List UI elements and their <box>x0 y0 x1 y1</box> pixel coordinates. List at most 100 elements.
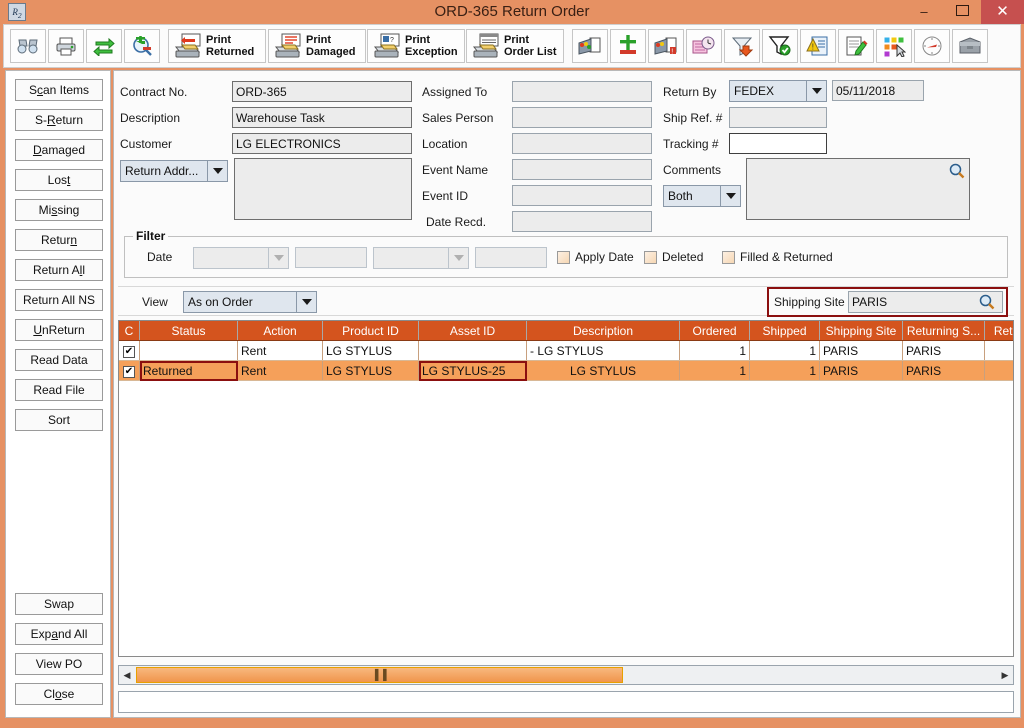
sidebar-item-missing[interactable]: Missing <box>15 199 103 221</box>
table-row[interactable]: ✔ Rent LG STYLUS - LG STYLUS 1 1 PARIS P… <box>119 340 1013 361</box>
history-button[interactable] <box>686 29 722 63</box>
comments-textarea[interactable] <box>746 158 970 220</box>
close-window-button[interactable]: ✕ <box>981 0 1024 24</box>
col-asset-id[interactable]: Asset ID <box>418 321 527 341</box>
sidebar-item-read-file[interactable]: Read File <box>15 379 103 401</box>
customer-field[interactable]: LG ELECTRONICS <box>232 133 412 154</box>
scrollbar-thumb[interactable]: ▐▐ <box>136 667 623 683</box>
chevron-down-icon[interactable] <box>296 292 316 312</box>
archive-button[interactable] <box>952 29 988 63</box>
filter-date-from-field[interactable] <box>295 247 367 268</box>
col-product-id[interactable]: Product ID <box>322 321 419 341</box>
print-returned-icon <box>174 33 201 58</box>
date-recd-field[interactable] <box>512 211 652 232</box>
apply-date-checkbox[interactable] <box>557 251 570 264</box>
sales-person-label: Sales Person <box>422 111 494 125</box>
col-ordered[interactable]: Ordered <box>679 321 750 341</box>
tracking-field[interactable] <box>729 133 827 154</box>
filter-date-from-combo[interactable] <box>193 247 289 269</box>
return-addr-combo[interactable]: Return Addr... <box>120 160 228 182</box>
sidebar-item-return[interactable]: Return <box>15 229 103 251</box>
col-returned[interactable]: Returned <box>984 321 1013 341</box>
row-checkbox[interactable]: ✔ <box>123 366 135 378</box>
ship-ref-field[interactable] <box>729 107 827 128</box>
refresh-button[interactable] <box>86 29 122 63</box>
assigned-to-field[interactable] <box>512 81 652 102</box>
chevron-down-icon[interactable] <box>207 161 227 181</box>
grid-horizontal-scrollbar[interactable]: ◀ ▶ ▐▐ <box>118 665 1014 685</box>
row-checkbox[interactable]: ✔ <box>123 346 135 358</box>
zoom-add-remove-button[interactable] <box>124 29 160 63</box>
sidebar-item-return-all[interactable]: Return All <box>15 259 103 281</box>
chevron-down-icon[interactable] <box>448 248 468 268</box>
col-check[interactable]: C <box>119 321 140 341</box>
view-combo[interactable]: As on Order <box>183 291 317 313</box>
return-by-combo[interactable]: FEDEX <box>729 80 827 102</box>
print-order-list-button[interactable]: Print Order List <box>466 29 564 63</box>
sidebar-item-scan-items[interactable]: Scan Items <box>15 79 103 101</box>
records-button[interactable] <box>572 29 608 63</box>
notes-button[interactable] <box>838 29 874 63</box>
sidebar-item-close[interactable]: Close <box>15 683 103 705</box>
record-alert-button[interactable]: ! <box>648 29 684 63</box>
shipping-site-field[interactable]: PARIS <box>848 291 1003 313</box>
sidebar-item-return-all-ns[interactable]: Return All NS <box>15 289 103 311</box>
description-field[interactable]: Warehouse Task <box>232 107 412 128</box>
comments-magnifier-icon[interactable] <box>949 163 965 179</box>
sidebar-item-unreturn[interactable]: UnReturn <box>15 319 103 341</box>
shipping-site-magnifier-icon[interactable] <box>979 294 995 310</box>
chevron-down-icon[interactable] <box>720 186 740 206</box>
col-shipping-site[interactable]: Shipping Site <box>819 321 903 341</box>
box-icon <box>959 37 981 54</box>
filled-returned-checkbox[interactable] <box>722 251 735 264</box>
maximize-button[interactable] <box>943 0 981 24</box>
filter-date-to-combo[interactable] <box>373 247 469 269</box>
view-binoculars-button[interactable] <box>10 29 46 63</box>
return-addr-textarea[interactable] <box>234 158 412 220</box>
sidebar-item-sort[interactable]: Sort <box>15 409 103 431</box>
import-funnel-button[interactable] <box>724 29 760 63</box>
sidebar-item-s-return[interactable]: S-Return <box>15 109 103 131</box>
add-record-button[interactable] <box>610 29 646 63</box>
sidebar-item-damaged[interactable]: Damaged <box>15 139 103 161</box>
chevron-down-icon[interactable] <box>268 248 288 268</box>
scroll-right-arrow[interactable]: ▶ <box>997 666 1013 684</box>
exceptions-button[interactable]: ! <box>800 29 836 63</box>
return-items-grid[interactable]: C Status Action Product ID Asset ID Desc… <box>118 320 1014 657</box>
timer-button[interactable] <box>914 29 950 63</box>
minimize-button[interactable]: – <box>905 0 943 24</box>
row-checkbox-cell[interactable]: ✔ <box>119 340 140 361</box>
sidebar-item-lost[interactable]: Lost <box>15 169 103 191</box>
col-returning-site[interactable]: Returning S... <box>902 321 985 341</box>
event-id-field[interactable] <box>512 185 652 206</box>
col-status[interactable]: Status <box>139 321 238 341</box>
print-damaged-button[interactable]: Print Damaged <box>268 29 366 63</box>
layout-button[interactable] <box>876 29 912 63</box>
sidebar-item-view-po[interactable]: View PO <box>15 653 103 675</box>
sidebar-item-read-data[interactable]: Read Data <box>15 349 103 371</box>
filter-date-to-field[interactable] <box>475 247 547 268</box>
return-by-date-field[interactable]: 05/11/2018 <box>832 80 924 101</box>
comments-scope-combo[interactable]: Both <box>663 185 741 207</box>
col-description[interactable]: Description <box>526 321 680 341</box>
col-action[interactable]: Action <box>237 321 323 341</box>
print-exception-button[interactable]: ? Print Exception <box>367 29 465 63</box>
table-row[interactable]: ✔ Returned Rent LG STYLUS LG STYLUS-25 L… <box>119 360 1013 381</box>
comments-label: Comments <box>663 163 722 177</box>
event-name-field[interactable] <box>512 159 652 180</box>
filled-returned-label: Filled & Returned <box>740 250 833 264</box>
cell-action: Rent <box>237 340 323 361</box>
col-shipped[interactable]: Shipped <box>749 321 820 341</box>
sidebar-item-expand-all[interactable]: Expand All <box>15 623 103 645</box>
deleted-checkbox[interactable] <box>644 251 657 264</box>
filter-applied-button[interactable] <box>762 29 798 63</box>
print-button[interactable] <box>48 29 84 63</box>
chevron-down-icon[interactable] <box>806 81 826 101</box>
contract-no-field[interactable]: ORD-365 <box>232 81 412 102</box>
scroll-left-arrow[interactable]: ◀ <box>119 666 135 684</box>
location-field[interactable] <box>512 133 652 154</box>
row-checkbox-cell[interactable]: ✔ <box>119 360 140 381</box>
sidebar-item-swap[interactable]: Swap <box>15 593 103 615</box>
sales-person-field[interactable] <box>512 107 652 128</box>
print-returned-button[interactable]: Print Returned <box>168 29 266 63</box>
